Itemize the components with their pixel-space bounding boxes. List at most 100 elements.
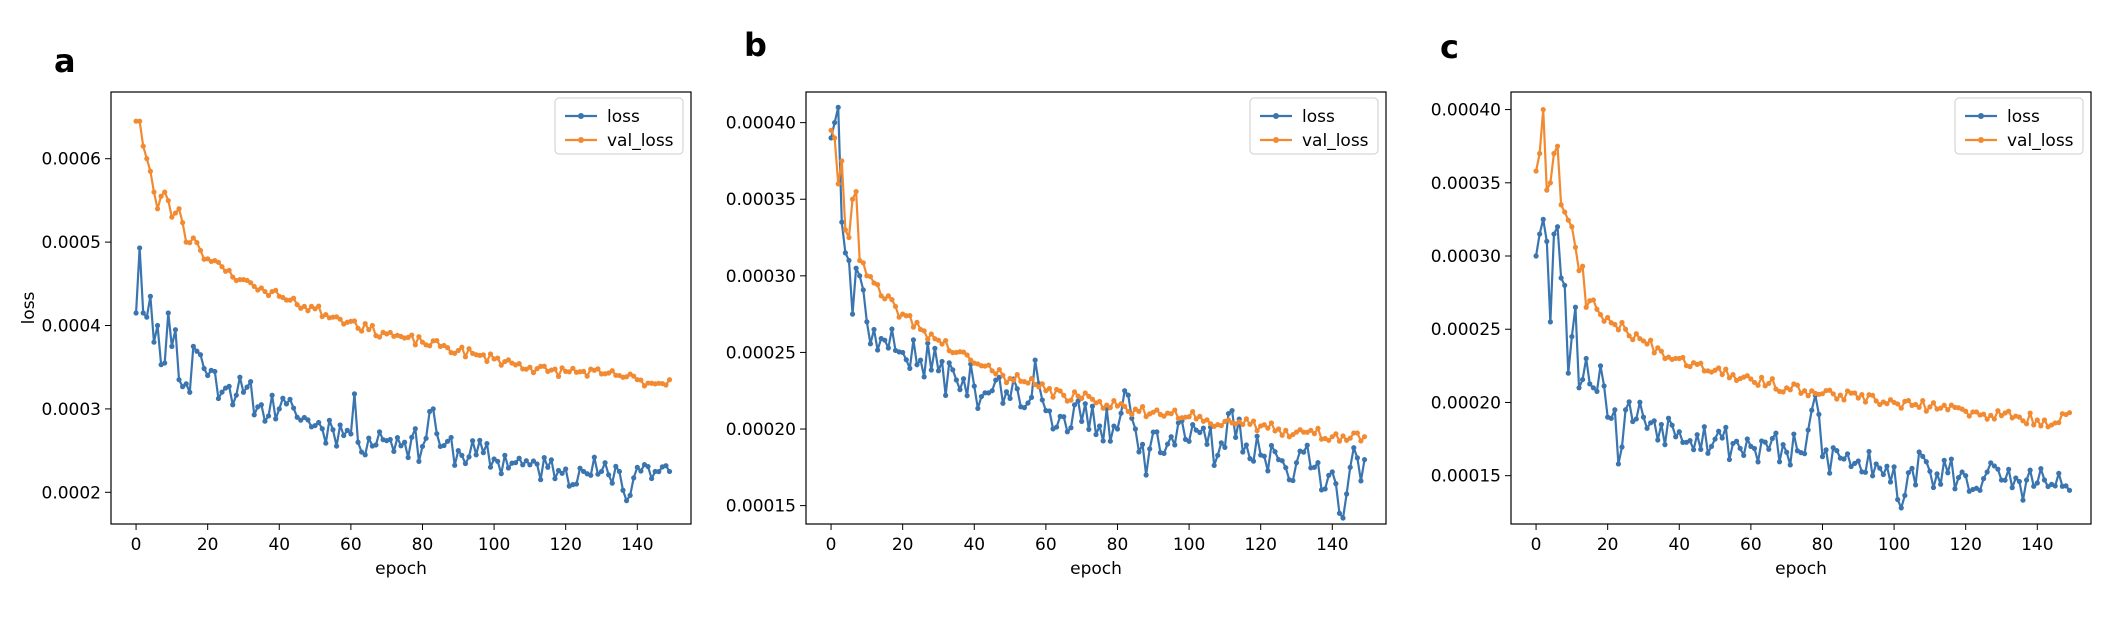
data-point [1819, 454, 1826, 460]
data-point [1830, 445, 1836, 451]
data-point [889, 297, 895, 303]
data-point [151, 339, 157, 345]
data-point [1923, 408, 1929, 414]
data-point [434, 337, 440, 344]
data-point [473, 452, 479, 458]
data-point [1315, 460, 1321, 466]
data-point [2038, 466, 2044, 472]
y-tick-label: 0.00015 [726, 497, 796, 517]
data-point [1708, 443, 1715, 449]
data-point [187, 389, 193, 395]
data-point [133, 310, 139, 316]
data-point [495, 355, 501, 361]
data-point [1891, 464, 1897, 470]
data-point [1701, 424, 1707, 430]
data-point [627, 492, 633, 498]
data-point [1580, 376, 1586, 383]
data-point [1776, 459, 1783, 465]
data-point [1633, 331, 1639, 337]
data-point [1265, 425, 1271, 431]
data-point [1268, 442, 1275, 449]
data-point [165, 310, 171, 316]
data-point [1805, 393, 1811, 399]
data-point [2009, 485, 2015, 491]
data-point [2066, 410, 2073, 416]
data-point [1827, 470, 1833, 476]
data-point [362, 321, 368, 327]
data-point [2038, 423, 2044, 429]
data-point [1554, 143, 1561, 149]
data-point [1340, 433, 1346, 439]
data-point [512, 460, 519, 466]
data-point [1003, 380, 1010, 386]
data-point [1658, 348, 1664, 354]
data-point [1544, 187, 1550, 193]
data-point [1132, 426, 1138, 432]
data-point [1726, 456, 1732, 463]
data-point [1723, 424, 1729, 430]
data-point [2020, 418, 2026, 424]
data-point [1655, 345, 1661, 351]
y-tick-label: 0.00035 [1431, 174, 1501, 194]
data-point [555, 467, 562, 474]
data-point [1927, 404, 1933, 410]
data-point [226, 383, 232, 389]
x-tick-label: 140 [1316, 535, 1348, 555]
data-point [1909, 465, 1915, 471]
data-point [602, 460, 608, 466]
data-point [1834, 396, 1840, 402]
data-point [577, 465, 583, 471]
data-point [828, 127, 834, 133]
data-point [663, 463, 669, 469]
data-point [1963, 408, 1969, 414]
data-point [462, 460, 469, 467]
series-loss [133, 245, 673, 504]
data-point [1966, 413, 1972, 419]
data-point [1569, 224, 1575, 230]
data-point [1844, 451, 1851, 457]
y-tick-label: 0.00030 [726, 267, 796, 287]
data-point [978, 393, 985, 400]
data-point [1626, 399, 1632, 405]
data-point [1823, 447, 1829, 453]
data-point [1111, 398, 1117, 404]
panel-letter: b [744, 26, 767, 64]
data-point [1952, 486, 1958, 492]
data-point [1905, 470, 1912, 476]
data-point [205, 372, 211, 379]
y-tick-label: 0.00035 [726, 190, 796, 210]
y-tick-label: 0.0004 [42, 317, 101, 337]
data-point [853, 265, 859, 271]
data-point [230, 274, 236, 280]
x-tick-label: 40 [268, 535, 290, 555]
data-point [344, 427, 350, 433]
data-point [197, 352, 204, 358]
data-point [1751, 445, 1758, 452]
data-point [359, 328, 365, 334]
data-point [1873, 398, 1879, 404]
data-point [1358, 438, 1364, 444]
data-point [205, 256, 211, 262]
data-point [359, 449, 365, 455]
data-point [258, 285, 264, 291]
data-point [960, 349, 967, 355]
data-point [455, 448, 461, 454]
data-point [409, 332, 415, 338]
x-tick-label: 40 [1668, 535, 1690, 555]
data-point [1236, 419, 1242, 425]
data-point [939, 358, 945, 365]
data-point [1662, 442, 1668, 448]
x-tick-label: 60 [340, 535, 362, 555]
data-point [1154, 429, 1160, 435]
data-point [287, 396, 293, 402]
data-point [1612, 407, 1618, 413]
data-point [137, 118, 143, 124]
data-point [466, 346, 472, 352]
data-point [907, 365, 913, 371]
data-point [1279, 432, 1285, 438]
data-point [1143, 413, 1149, 420]
data-point [1075, 398, 1081, 404]
data-point [1938, 405, 1944, 411]
data-point [316, 303, 322, 309]
data-point [162, 189, 168, 195]
